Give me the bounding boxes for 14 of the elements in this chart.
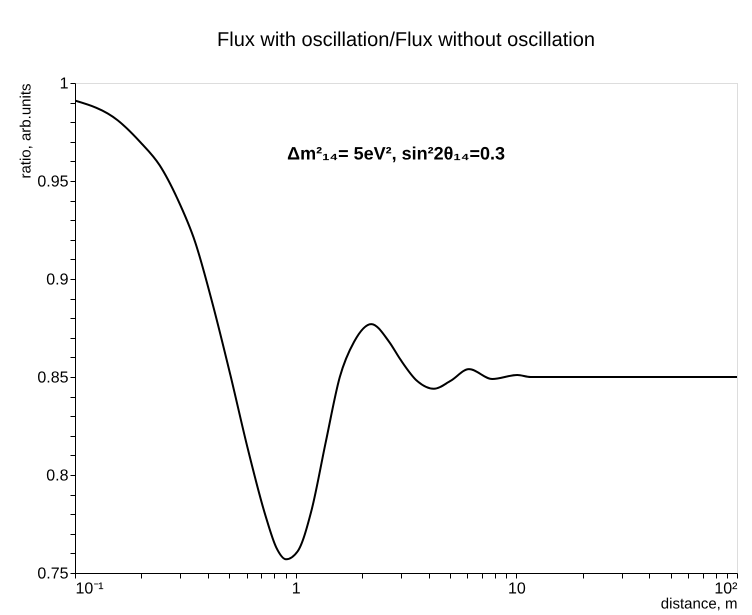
x-axis-title: distance, m	[660, 596, 738, 612]
y-tick-label: 0.95	[37, 174, 69, 190]
x-tick-label: 10²	[714, 580, 738, 598]
chart-title: Flux with oscillation/Flux without oscillation	[217, 29, 595, 51]
x-tick-label: 10	[508, 580, 526, 598]
y-tick-label: 0.9	[46, 272, 69, 288]
y-tick-label: 1	[60, 76, 69, 92]
x-tick-label: 1	[292, 580, 301, 598]
y-tick-label: 0.75	[37, 566, 69, 582]
y-tick-label: 0.8	[46, 468, 69, 484]
x-tick-label: 10⁻¹	[76, 580, 104, 598]
y-tick-label: 0.85	[37, 370, 69, 386]
annotation: Δm²₁₄= 5eV², sin²2θ₁₄=0.3	[287, 144, 505, 164]
y-axis-title: ratio, arb.units	[17, 84, 34, 179]
